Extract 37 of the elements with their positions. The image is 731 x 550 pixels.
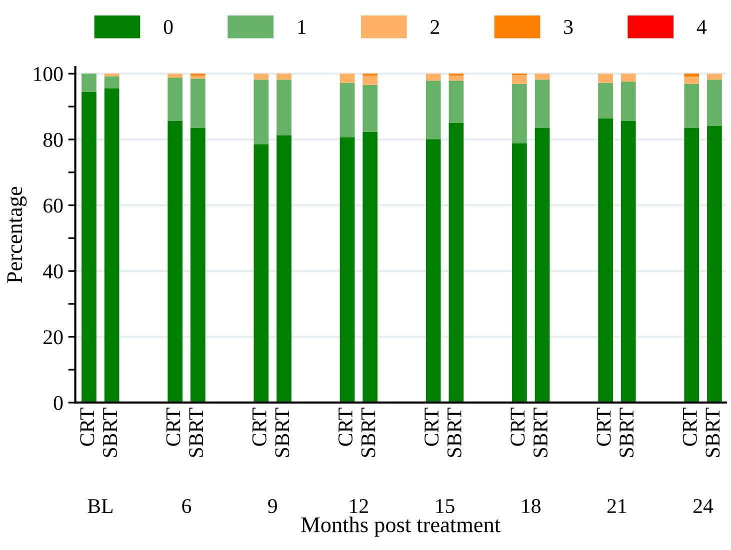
text: 6 bbox=[182, 499, 192, 514]
x-tick-label: SBRT bbox=[189, 408, 204, 457]
text: 15 bbox=[436, 499, 454, 514]
x-tick-label: SBRT bbox=[361, 408, 376, 457]
x-tick-label: SBRT bbox=[103, 408, 118, 457]
x-tick-label: SBRT bbox=[534, 408, 548, 457]
x-tick-label: SBRT bbox=[447, 408, 462, 457]
x-tick-label: CRT bbox=[424, 408, 439, 446]
x-tick-label: CRT bbox=[80, 408, 94, 446]
y-tick-label: 0 bbox=[54, 396, 63, 410]
x-tick-label: CRT bbox=[682, 408, 697, 446]
text: 18 bbox=[522, 499, 540, 514]
x-tick-label: CRT bbox=[252, 408, 266, 446]
x-tick-label: SBRT bbox=[275, 408, 290, 457]
y-tick-label: 80 bbox=[43, 132, 63, 147]
x-tick-label: CRT bbox=[510, 408, 525, 446]
x-tick-label: SBRT bbox=[706, 408, 720, 457]
y-tick-label: 20 bbox=[44, 330, 63, 344]
text: BL bbox=[88, 499, 112, 513]
y-axis-title: Percentage bbox=[7, 186, 27, 283]
text: 9 bbox=[268, 499, 277, 514]
legend-label: 0 bbox=[164, 20, 173, 34]
x-tick-label: CRT bbox=[166, 408, 180, 446]
text: 24 bbox=[694, 499, 714, 513]
legend-label: 1 bbox=[298, 20, 306, 34]
legend-label: 2 bbox=[430, 20, 440, 34]
legend-label: 3 bbox=[564, 20, 573, 34]
y-tick-label: 100 bbox=[34, 67, 63, 82]
x-tick-label: SBRT bbox=[620, 408, 634, 457]
y-tick-label: 40 bbox=[43, 264, 63, 278]
x-tick-label: CRT bbox=[338, 408, 352, 446]
x-tick-label: CRT bbox=[596, 408, 611, 446]
x-axis-title: Months post treatment bbox=[301, 516, 500, 537]
y-tick-label: 60 bbox=[44, 198, 63, 213]
text: 12 bbox=[350, 499, 368, 513]
text: 21 bbox=[607, 499, 626, 513]
legend-label: 4 bbox=[696, 20, 707, 34]
